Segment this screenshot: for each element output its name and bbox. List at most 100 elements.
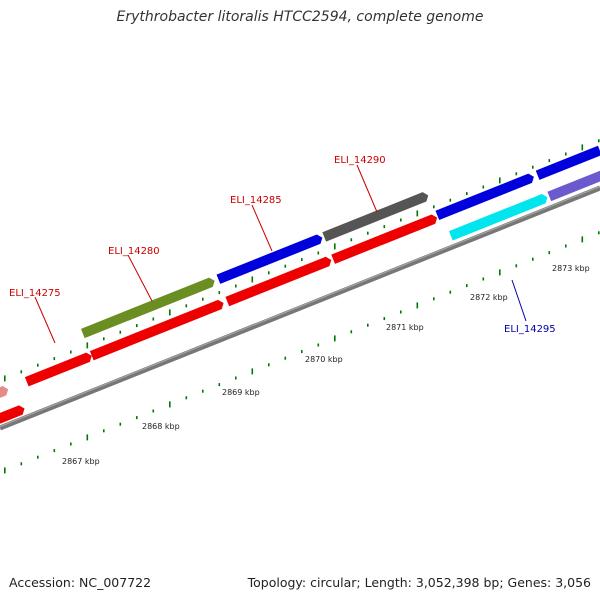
outer-scale-tick — [20, 370, 23, 374]
genome-backbone — [0, 185, 600, 431]
gene-feature-eli-14275-top[interactable] — [24, 351, 94, 387]
inner-scale-tick — [284, 356, 287, 360]
callout-eli-14285 — [251, 204, 273, 252]
gene-feature-eli-14285[interactable] — [216, 233, 325, 284]
outer-scale-tick — [136, 324, 138, 328]
gene-feature-pink[interactable] — [0, 385, 10, 405]
inner-scale-tick — [449, 290, 452, 294]
inner-scale-tick — [482, 277, 485, 281]
scale-label-2867: 2867 kbp — [62, 457, 100, 466]
inner-scale-tick — [136, 416, 138, 420]
outer-scale-tick — [185, 304, 188, 308]
inner-scale-tick — [532, 257, 534, 261]
inner-scale-tick — [251, 368, 254, 375]
outer-scale-tick — [383, 225, 386, 229]
inner-scale-tick — [317, 343, 320, 347]
outer-scale-tick — [367, 231, 369, 235]
inner-scale-tick — [169, 401, 171, 408]
outer-scale-tick — [251, 276, 254, 283]
outer-scale-tick — [235, 284, 237, 288]
inner-scale-tick — [185, 396, 188, 400]
inner-scale-tick — [235, 376, 237, 380]
genome-title: Erythrobacter litoralis HTCC2594, comple… — [116, 9, 484, 25]
gene-label-eli-14295: ELI_14295 — [504, 324, 556, 335]
gene-label-eli-14275: ELI_14275 — [9, 288, 61, 299]
inner-scale-tick — [37, 455, 39, 459]
outer-scale-tick — [268, 271, 270, 275]
inner-scale-tick — [70, 442, 72, 446]
inner-scale-tick — [598, 231, 600, 235]
inner-scale-tick — [515, 264, 518, 268]
inner-scale-tick — [350, 330, 353, 334]
inner-scale-tick — [367, 323, 369, 327]
gene-feature-eli-14280[interactable] — [80, 276, 217, 339]
outer-scale-tick — [86, 342, 89, 349]
outer-scale-tick — [350, 238, 353, 242]
callout-eli-14275 — [34, 296, 56, 344]
outer-scale-tick — [70, 350, 72, 354]
inner-scale-tick — [466, 284, 468, 288]
outer-scale-tick — [515, 172, 518, 176]
inner-scale-tick — [416, 302, 419, 309]
inner-scale-tick — [400, 310, 402, 314]
inner-scale-tick — [499, 269, 501, 276]
accession-text: Accession: NC_007722 — [9, 575, 152, 590]
outer-scale-tick — [119, 330, 122, 334]
outer-scale-tick — [218, 291, 221, 295]
outer-scale-tick — [416, 210, 419, 217]
outer-scale-tick — [532, 165, 534, 169]
genome-backbone-highlight — [0, 186, 600, 427]
genome-stats-text: Topology: circular; Length: 3,052,398 bp… — [247, 575, 591, 590]
inner-scale-tick — [152, 409, 155, 413]
gene-feature-slate[interactable] — [547, 168, 600, 202]
callout-eli-14280 — [127, 254, 153, 302]
inner-scale-tick — [268, 363, 270, 367]
outer-scale-tick — [37, 363, 39, 367]
outer-scale-tick — [400, 218, 402, 222]
inner-scale-tick — [202, 389, 204, 393]
outer-scale-tick — [301, 258, 303, 262]
gene-label-eli-14290: ELI_14290 — [334, 155, 386, 166]
scale-label-2871: 2871 kbp — [386, 323, 424, 332]
cds-feature-2[interactable] — [89, 298, 226, 361]
inner-scale-tick — [86, 434, 89, 441]
callout-eli-14295 — [511, 279, 527, 322]
outer-scale-tick — [317, 251, 320, 255]
inner-scale-tick — [4, 467, 6, 474]
inner-scale-tick — [20, 462, 23, 466]
gene-feature-eli-14290[interactable] — [322, 191, 430, 242]
outer-scale-tick — [152, 317, 155, 321]
gene-features — [0, 145, 600, 427]
outer-scale-tick — [202, 297, 204, 301]
scale-label-2870: 2870 kbp — [305, 355, 343, 364]
inner-scale-tick — [119, 422, 122, 426]
gene-label-eli-14285: ELI_14285 — [230, 195, 282, 206]
outer-scale-tick — [565, 152, 567, 156]
outer-scale-tick — [334, 243, 336, 250]
cds-feature-4[interactable] — [331, 213, 439, 264]
cds-feature-3[interactable] — [225, 255, 333, 307]
callout-eli-14290 — [356, 164, 378, 213]
outer-scale-tick — [466, 192, 468, 196]
inner-scale-tick — [565, 244, 567, 248]
inner-scale-tick — [218, 383, 221, 387]
scale-label-2872: 2872 kbp — [470, 293, 508, 302]
scale-label-2868: 2868 kbp — [142, 422, 180, 431]
gene-label-eli-14280: ELI_14280 — [108, 246, 160, 257]
outer-scale-tick — [449, 198, 452, 202]
outer-scale-tick — [482, 185, 485, 189]
gene-feature-blue-right[interactable] — [435, 172, 535, 221]
cds-feature-1[interactable] — [0, 404, 26, 427]
inner-scale-tick — [103, 429, 105, 433]
inner-scale-tick — [548, 251, 551, 255]
inner-scale-tick — [301, 350, 303, 354]
inner-scale-ticks — [4, 231, 600, 474]
outer-scale-ticks — [4, 139, 600, 382]
scale-label-2873: 2873 kbp — [552, 264, 590, 273]
inner-scale-tick — [383, 317, 386, 321]
gene-feature-eli-14295[interactable] — [449, 193, 549, 241]
outer-scale-tick — [103, 337, 105, 341]
inner-scale-tick — [53, 449, 56, 453]
gene-feature-blue-far-right[interactable] — [535, 145, 600, 180]
